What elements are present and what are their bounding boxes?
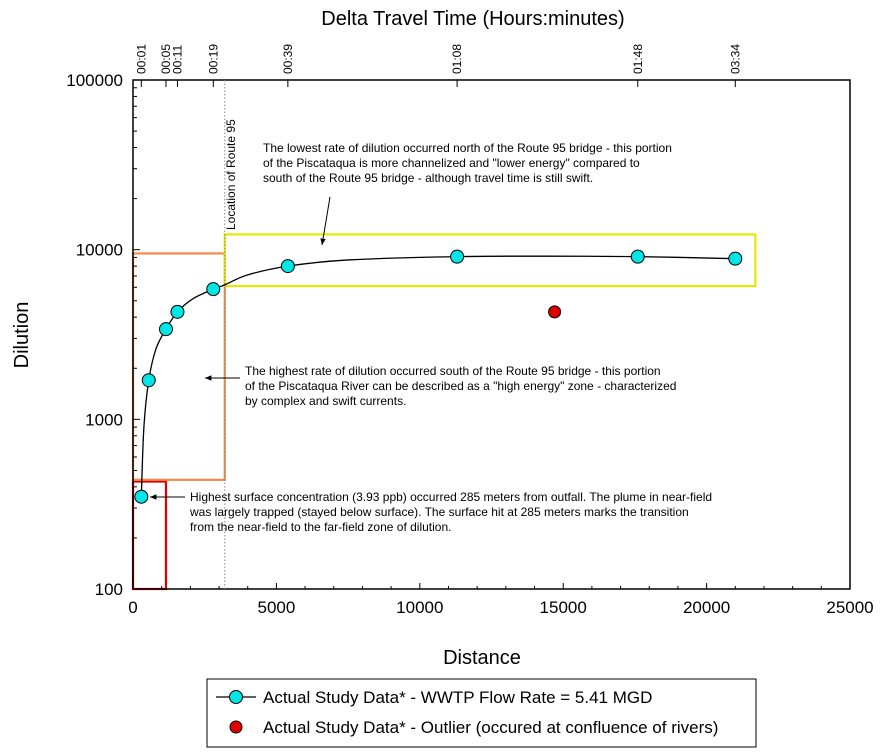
top-tick-label: 00:05 <box>159 44 173 74</box>
top-tick-label: 03:34 <box>728 44 742 74</box>
annotation-line: from the near-field to the far-field zon… <box>190 520 451 534</box>
annotation-line: by complex and swift currents. <box>245 394 406 408</box>
top-tick-label: 00:11 <box>170 45 184 74</box>
data-point <box>450 249 465 264</box>
top-tick-label: 01:08 <box>450 44 464 74</box>
data-point <box>206 282 221 297</box>
arrow-low-energy <box>321 196 331 246</box>
data-point <box>134 489 149 504</box>
x-tick-label: 0 <box>128 598 137 617</box>
top-axis-title: Delta Travel Time (Hours:minutes) <box>321 8 624 30</box>
legend-series-marker <box>229 690 243 704</box>
low-energy-box <box>223 233 757 288</box>
arrow-high-energy-head <box>205 375 212 381</box>
arrow-low-energy-head <box>320 238 326 245</box>
y-tick-label: 100 <box>95 580 123 599</box>
annotation-line: of the Piscataqua is more channelized an… <box>263 156 640 170</box>
top-tick-label: 00:01 <box>134 44 148 74</box>
x-tick-label: 20000 <box>683 598 730 617</box>
data-point <box>630 249 645 264</box>
plot-frame <box>132 79 851 590</box>
data-point <box>141 373 156 388</box>
x-tick-label: 10000 <box>396 598 443 617</box>
x-axis-title: Distance <box>443 647 521 669</box>
route-95-label: Location of Route 95 <box>224 119 238 230</box>
data-point <box>170 304 185 319</box>
annotation-line: was largely trapped (stayed below surfac… <box>189 505 689 519</box>
dilution-fit-curve <box>140 255 736 497</box>
annotation-line: Highest surface concentration (3.93 ppb)… <box>190 490 712 504</box>
data-point <box>280 259 295 274</box>
legend-box <box>206 678 757 748</box>
data-point <box>158 322 173 337</box>
data-point <box>728 251 743 266</box>
annotation-low-energy: The lowest rate of dilution occurred nor… <box>263 141 672 185</box>
top-tick-label: 00:39 <box>281 44 295 74</box>
legend-series-label: Actual Study Data* - WWTP Flow Rate = 5.… <box>263 688 652 707</box>
x-tick-label: 5000 <box>257 598 295 617</box>
top-tick-label: 00:19 <box>206 44 220 74</box>
legend-outlier-marker <box>229 720 243 734</box>
y-tick-label: 10000 <box>76 241 123 260</box>
top-tick-label: 01:48 <box>631 44 645 74</box>
annotation-near-field: Highest surface concentration (3.93 ppb)… <box>189 490 712 534</box>
annotation-line: south of the Route 95 bridge - although … <box>263 171 593 185</box>
outlier-point <box>548 305 562 319</box>
y-tick-label: 1000 <box>85 410 123 429</box>
annotation-high-energy: The highest rate of dilution occurred so… <box>245 364 676 408</box>
legend: Actual Study Data* - WWTP Flow Rate = 5.… <box>206 678 757 748</box>
legend-outlier-label: Actual Study Data* - Outlier (occured at… <box>263 718 718 737</box>
annotation-line: The lowest rate of dilution occurred nor… <box>263 141 672 155</box>
y-axis-title: Dilution <box>11 302 33 369</box>
annotation-line: of the Piscataqua River can be described… <box>245 379 676 393</box>
x-tick-label: 15000 <box>540 598 587 617</box>
annotation-line: The highest rate of dilution occurred so… <box>245 364 661 378</box>
arrow-near-field-head <box>150 494 157 500</box>
y-tick-label: 100000 <box>66 71 123 90</box>
x-tick-label: 25000 <box>826 598 873 617</box>
